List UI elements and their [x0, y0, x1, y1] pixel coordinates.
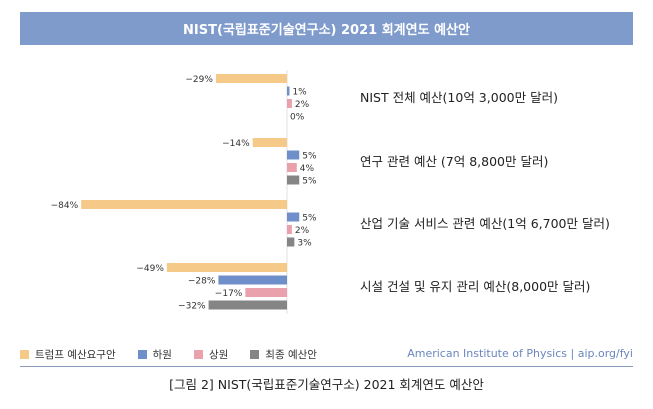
value-label-3-1: −28% [188, 277, 216, 287]
legend-swatch-senate [193, 349, 203, 359]
bar-1-3 [287, 175, 300, 185]
value-label-1-3: 5% [302, 177, 317, 187]
legend-item-senate: 상원 [193, 347, 229, 362]
divider [20, 366, 633, 367]
bar-1-1 [287, 150, 300, 160]
value-label-0-0: −29% [185, 75, 213, 85]
budget-bar-chart: −29% 1% 2% 0% NIST 전체 예산(10억 3,000만 달러) −14% 5… [51, 70, 610, 314]
legend-swatch-trump [20, 349, 29, 359]
bar-1-2 [287, 163, 297, 172]
bar-2-1 [287, 212, 300, 222]
legend-label-trump: 트럼프 예산요구안 [35, 348, 116, 361]
value-label-2-0: −84% [51, 201, 79, 211]
bar-0-0 [215, 74, 287, 83]
source-credit: American Institute of Physics | aip.org/… [407, 347, 633, 360]
value-label-0-3: 0% [290, 113, 305, 123]
bar-3-2 [245, 288, 287, 297]
value-label-3-3: −32% [178, 302, 206, 312]
category-label-0: NIST 전체 예산(10억 3,000만 달러) [360, 90, 558, 105]
bar-3-3 [208, 300, 287, 310]
bar-2-2 [287, 225, 292, 234]
figure-caption: [그림 2] NIST(국립표준기술연구소) 2021 회계연도 예산안 [169, 377, 484, 392]
legend-swatch-house [137, 349, 147, 359]
bar-3-0 [166, 263, 287, 272]
value-label-3-0: −49% [136, 264, 164, 274]
value-label-2-3: 3% [297, 239, 312, 249]
value-label-1-1: 5% [302, 152, 317, 162]
bar-2-3 [287, 237, 295, 247]
legend-item-house: 하원 [137, 347, 172, 362]
legend-label-final: 최종 예산안 [265, 348, 317, 361]
bar-3-1 [218, 275, 287, 285]
legend-item-final: 최종 예산안 [250, 347, 317, 362]
bar-1-0 [252, 138, 287, 147]
bar-2-0 [81, 200, 287, 209]
value-label-1-2: 4% [300, 164, 315, 174]
chart-title: NIST(국립표준기술연구소) 2021 회계연도 예산안 [20, 12, 633, 45]
bar-0-2 [287, 99, 292, 108]
category-label-2: 산업 기술 서비스 관련 예산(1억 6,700만 달러) [360, 216, 610, 231]
chart-legend: 트럼프 예산요구안 하원 상원 최종 예산안 [20, 346, 633, 362]
legend-label-house: 하원 [152, 348, 172, 361]
category-label-3: 시설 건설 및 유지 관리 예산(8,000만 달러) [360, 279, 590, 294]
category-label-1: 연구 관련 예산 (7억 8,800만 달러) [360, 154, 548, 169]
bar-0-1 [287, 86, 290, 96]
legend-swatch-final [250, 349, 260, 359]
legend-label-senate: 상원 [208, 348, 229, 361]
legend-item-trump: 트럼프 예산요구안 [20, 347, 116, 362]
value-label-2-1: 5% [302, 214, 317, 224]
value-label-0-1: 1% [292, 88, 307, 98]
value-label-0-2: 2% [295, 100, 310, 110]
value-label-3-2: −17% [215, 289, 243, 299]
value-label-1-0: −14% [222, 139, 250, 149]
value-label-2-2: 2% [295, 226, 310, 236]
